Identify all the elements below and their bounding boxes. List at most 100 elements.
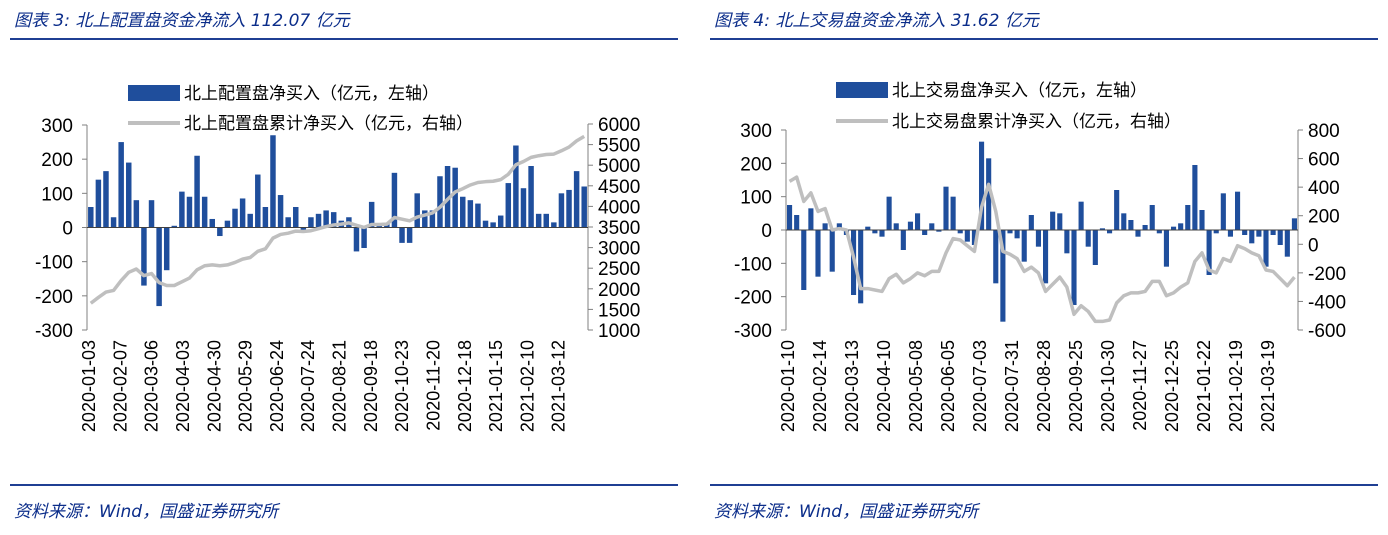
bar: [520, 188, 527, 228]
bar: [217, 227, 223, 237]
bar: [822, 223, 828, 230]
x-tick-label: 2020-09-25: [1066, 340, 1086, 432]
y-left-tick-label: -200: [35, 287, 73, 308]
y-right-tick-label: 200: [1308, 207, 1340, 228]
y-right-tick-label: 400: [1308, 178, 1340, 199]
x-tick-label: 2020-04-30: [204, 340, 224, 432]
bar: [1000, 230, 1006, 322]
y-right-tick-label: -200: [1308, 264, 1346, 285]
bar: [1078, 201, 1084, 230]
y-left-tick-label: -100: [35, 253, 73, 274]
bar: [179, 191, 185, 228]
bar: [1014, 230, 1020, 239]
x-tick-label: 2020-10-23: [392, 340, 412, 432]
bar: [1227, 230, 1233, 237]
bar: [141, 227, 147, 286]
bar: [1135, 230, 1141, 237]
bar: [110, 217, 117, 228]
bar: [460, 196, 466, 228]
bar: [247, 213, 253, 228]
bar: [376, 225, 382, 228]
y-right-tick-label: 5000: [598, 156, 640, 177]
bar: [993, 230, 999, 284]
bar: [836, 223, 842, 230]
y-right-tick-label: 3000: [598, 239, 640, 260]
bar: [1035, 230, 1041, 247]
bar: [815, 230, 821, 277]
y-left-tick-label: -300: [35, 321, 73, 342]
x-tick-label: 2020-08-28: [1034, 340, 1054, 432]
bar: [490, 222, 496, 228]
bar: [444, 166, 451, 228]
source-note: 资料来源：Wind，国盛证券研究所: [714, 502, 979, 522]
bar: [163, 227, 170, 271]
bar: [194, 155, 200, 228]
y-left-tick-label: 100: [740, 188, 772, 209]
bar: [88, 207, 94, 228]
x-tick-label: 2021-03-12: [549, 340, 569, 432]
bar: [482, 220, 489, 228]
bar: [330, 212, 337, 228]
bar: [1057, 213, 1063, 230]
bar: [148, 200, 155, 228]
y-right-tick-label: 3500: [598, 218, 640, 239]
y-left-tick-label: 300: [740, 121, 772, 142]
x-tick-label: 2020-06-24: [267, 340, 287, 432]
bar: [1163, 230, 1169, 267]
bar: [467, 200, 474, 228]
y-right-tick-label: 5500: [598, 136, 640, 157]
bar: [543, 213, 549, 228]
bar: [255, 174, 261, 228]
bar: [1171, 226, 1177, 230]
bar: [566, 189, 572, 228]
x-tick-label: 2020-05-08: [906, 340, 926, 432]
bar: [1114, 190, 1120, 230]
legend-line-label: 北上配置盘累计净买入（亿元，右轴）: [184, 114, 473, 133]
y-right-tick-label: 600: [1308, 150, 1340, 171]
legend-bar-swatch: [836, 82, 888, 98]
bar: [437, 176, 443, 228]
bar: [1178, 223, 1184, 230]
bar: [1235, 191, 1241, 230]
bar: [399, 227, 405, 243]
x-tick-label: 2020-07-03: [970, 340, 990, 432]
bar: [1007, 230, 1013, 234]
source-note: 资料来源：Wind，国盛证券研究所: [14, 502, 279, 522]
y-right-tick-label: 2000: [598, 280, 640, 301]
bar: [232, 208, 238, 228]
x-tick-label: 2020-07-24: [298, 340, 318, 432]
legend-line-label: 北上交易盘累计净买入（亿元，右轴）: [892, 112, 1181, 131]
y-right-tick-label: 4500: [598, 177, 640, 198]
y-right-tick-label: 1000: [598, 321, 640, 342]
bar: [1021, 230, 1027, 262]
y-left-tick-label: 300: [41, 116, 73, 137]
x-tick-label: 2021-03-19: [1258, 340, 1278, 432]
y-right-tick-label: 0: [1308, 235, 1319, 256]
bar: [979, 141, 985, 230]
bar: [886, 196, 892, 230]
bar: [900, 230, 906, 250]
legend-bar-label: 北上交易盘净买入（亿元，左轴）: [892, 81, 1147, 100]
bar: [1249, 230, 1255, 244]
y-right-tick-label: 800: [1308, 121, 1340, 142]
bar: [858, 230, 864, 304]
bar: [907, 221, 913, 230]
x-tick-label: 2020-03-13: [842, 340, 862, 432]
y-left-tick-label: 100: [41, 184, 73, 205]
x-tick-label: 2020-08-21: [330, 340, 350, 432]
x-tick-label: 2020-01-03: [79, 340, 99, 432]
bar: [201, 196, 208, 228]
bar: [414, 193, 420, 228]
bar: [513, 145, 519, 228]
bar: [1220, 193, 1226, 230]
bar: [1028, 215, 1034, 230]
bar: [293, 207, 299, 228]
bar: [361, 227, 367, 248]
figure-title: 图表 4: 北上交易盘资金净流入 31.62 亿元: [714, 11, 1039, 31]
bar: [801, 230, 807, 290]
bar: [535, 213, 542, 228]
chart-figure-4: 北上交易盘净买入（亿元，左轴） 北上交易盘累计净买入（亿元，右轴） 300 200 10…: [734, 81, 1346, 432]
bar: [1284, 230, 1290, 257]
bar: [794, 215, 800, 230]
figure-title: 图表 3: 北上配置盘资金净流入 112.07 亿元: [14, 11, 350, 31]
